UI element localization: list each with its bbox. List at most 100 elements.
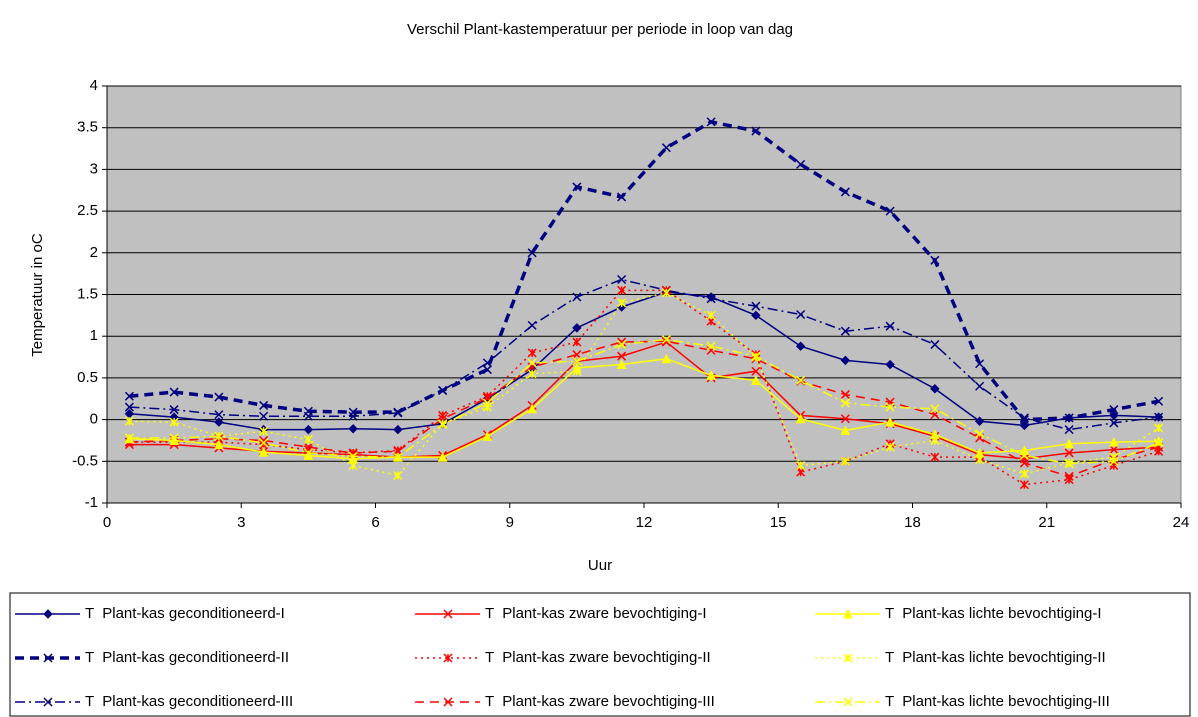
y-tick-label: 1.5 [77,285,98,302]
y-tick-label: 1 [90,327,98,344]
data-point [1064,438,1074,449]
data-point [885,321,895,331]
legend-marker [443,697,453,707]
data-point [527,320,537,330]
data-point [617,337,627,347]
data-point [1019,480,1029,490]
data-point [840,456,850,466]
data-point [796,460,806,471]
chart-title: Verschil Plant-kastemperatuur per period… [407,21,793,38]
data-point [617,351,627,361]
legend [9,592,1191,717]
data-point [1109,405,1119,415]
data-point [214,417,224,427]
data-point [661,288,671,298]
data-point [572,350,582,360]
series-line [129,338,1159,465]
data-point [437,452,448,462]
series-line [129,120,1159,422]
legend-marker [843,608,853,619]
data-point [438,385,448,395]
x-tick-label: 24 [1173,514,1190,531]
legend-label: T Plant-kas geconditioneerd-III [85,693,293,710]
data-point [527,248,537,258]
data-point [259,435,269,445]
x-tick-label: 6 [371,514,379,531]
data-point [751,126,761,136]
data-point [482,431,493,441]
data-point [840,414,850,424]
data-point [751,351,761,361]
data-point [661,336,671,346]
data-point [1019,450,1029,460]
x-tick-label: 9 [506,514,514,531]
data-point [348,424,358,434]
data-point [482,398,492,408]
data-point [974,416,985,426]
data-point [214,431,224,441]
data-point [885,402,895,412]
data-point [572,366,582,376]
legend-label: T Plant-kas zware bevochtiging-III [485,693,715,710]
data-point [840,390,850,400]
y-tick-label: 0.5 [77,369,98,386]
data-point [975,455,985,465]
data-point [661,143,671,153]
data-point [840,398,850,408]
data-point [1154,412,1164,422]
data-point [393,470,403,481]
data-point [1019,458,1029,468]
data-point [796,159,806,169]
data-point [616,359,627,370]
y-tick-label: 3.5 [77,119,98,136]
x-tick-label: 12 [636,514,653,531]
legend-marker [843,653,853,663]
data-point [706,310,716,320]
data-point [1109,410,1119,421]
data-point [348,407,358,417]
data-point [930,255,940,265]
data-point [169,433,179,443]
data-point [482,365,492,375]
data-point [572,356,582,366]
legend-marker [43,697,53,707]
data-point [303,448,313,458]
y-tick-label: -1 [85,494,98,511]
data-point [303,411,313,421]
legend-marker [843,697,853,707]
data-point [975,359,985,369]
data-point [527,358,537,368]
data-point [1019,469,1029,479]
data-point [706,345,716,355]
series-line [129,340,1159,478]
data-point [751,366,761,376]
data-point [796,309,806,320]
x-tick-label: 3 [237,514,245,531]
y-tick-label: 0 [90,411,98,428]
data-point [259,426,269,436]
data-point [348,460,358,471]
data-point [482,358,492,368]
data-point [706,117,716,127]
data-point [1064,448,1074,458]
data-point [259,400,269,410]
data-point [661,335,671,345]
x-tick-label: 21 [1038,514,1055,531]
data-point [840,187,850,197]
data-point [1154,396,1164,406]
data-point [840,355,851,366]
data-point [975,381,985,391]
data-point [706,370,716,380]
legend-label: T Plant-kas geconditioneerd-I [85,605,285,622]
data-point [124,433,134,443]
data-point [393,452,403,462]
y-axis-label: Temperatuur in oC [29,233,46,357]
data-point [348,451,358,461]
data-point [214,392,224,402]
data-point [661,353,672,364]
data-point [796,375,806,385]
data-point [438,420,448,430]
data-point [527,369,537,379]
x-tick-label: 15 [770,514,787,531]
